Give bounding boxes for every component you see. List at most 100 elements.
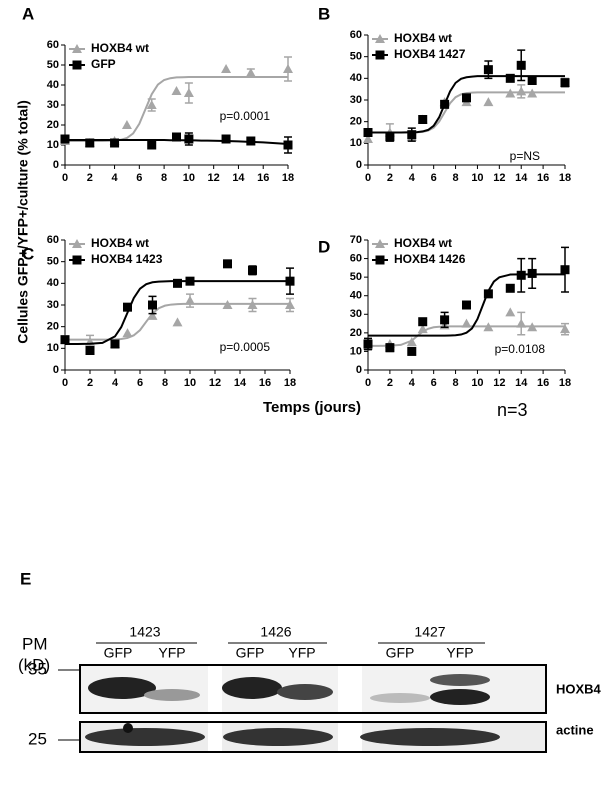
- data-point: [247, 300, 258, 309]
- lane-label: YFP: [446, 645, 473, 661]
- data-point: [172, 317, 183, 327]
- band: [430, 689, 490, 705]
- legend-label: HOXB4 wt: [91, 236, 149, 250]
- x-tick-label: 10: [183, 172, 195, 184]
- band: [360, 728, 500, 746]
- y-tick-label: 50: [350, 271, 362, 283]
- band: [88, 677, 156, 699]
- panel-label: B: [318, 4, 330, 23]
- data-point: [285, 276, 295, 286]
- data-point: [418, 115, 428, 124]
- group-label: 1426: [260, 624, 291, 640]
- data-point: [505, 73, 515, 83]
- band: [144, 689, 200, 701]
- y-tick-label: 30: [350, 94, 362, 106]
- data-point: [60, 134, 70, 144]
- x-tick-label: 4: [409, 172, 416, 184]
- x-tick-label: 0: [62, 377, 68, 389]
- data-point: [147, 310, 158, 320]
- data-point: [285, 300, 295, 309]
- y-tick-label: 10: [350, 345, 362, 357]
- x-tick-label: 6: [431, 172, 437, 184]
- data-point: [185, 276, 195, 286]
- spot: [123, 723, 133, 733]
- y-tick-label: 40: [47, 79, 59, 91]
- legend-marker: [72, 60, 82, 70]
- data-point: [516, 86, 527, 96]
- y-tick-label: 30: [47, 99, 59, 111]
- legend-label: HOXB4 wt: [394, 31, 452, 45]
- annotation: p=0.0001: [220, 109, 271, 123]
- data-point: [222, 300, 233, 309]
- data-point: [407, 130, 417, 140]
- y-tick-label: 0: [356, 159, 362, 171]
- x-tick-label: 12: [209, 377, 221, 389]
- x-axis-label: Temps (jours): [263, 399, 361, 416]
- y-tick-label: 40: [350, 72, 362, 84]
- y-tick-label: 50: [47, 256, 59, 268]
- x-tick-label: 8: [162, 377, 168, 389]
- data-point: [85, 138, 95, 148]
- y-tick-label: 10: [47, 139, 59, 151]
- y-tick-label: 20: [350, 116, 362, 128]
- data-point: [173, 278, 182, 288]
- x-tick-label: 18: [559, 377, 571, 389]
- data-point: [516, 318, 527, 328]
- y-tick-label: 40: [350, 290, 362, 302]
- y-tick-label: 0: [356, 364, 362, 376]
- data-point: [560, 78, 570, 88]
- data-point: [385, 132, 395, 142]
- y-tick-label: 60: [350, 29, 362, 41]
- marker-label: 25: [28, 729, 47, 748]
- lane-label: GFP: [386, 645, 415, 661]
- row-label: HOXB4: [556, 681, 601, 696]
- legend-label: HOXB4 wt: [91, 41, 149, 55]
- group-label: 1427: [414, 624, 445, 640]
- gap: [208, 723, 222, 751]
- y-tick-label: 0: [53, 159, 59, 171]
- data-point: [406, 337, 417, 347]
- data-point: [184, 134, 194, 144]
- x-tick-label: 16: [257, 172, 269, 184]
- x-tick-label: 16: [537, 172, 549, 184]
- x-tick-label: 18: [282, 172, 294, 184]
- y-tick-label: 20: [350, 327, 362, 339]
- legend-marker: [375, 239, 385, 248]
- fit-curve: [368, 273, 565, 337]
- data-point: [516, 270, 526, 280]
- y-tick-label: 50: [350, 51, 362, 63]
- western-blot: E PM (kD) 35 25: [18, 569, 547, 753]
- data-point: [123, 302, 132, 312]
- x-tick-label: 14: [234, 377, 247, 389]
- y-tick-label: 10: [47, 342, 59, 354]
- y-tick-label: 60: [350, 252, 362, 264]
- x-tick-label: 14: [515, 172, 528, 184]
- annotation: p=NS: [510, 149, 540, 163]
- data-point: [363, 339, 373, 349]
- data-point: [221, 134, 231, 144]
- x-tick-label: 12: [493, 377, 505, 389]
- data-point: [183, 88, 194, 97]
- data-point: [483, 97, 494, 107]
- legend-marker: [72, 239, 82, 248]
- data-point: [440, 99, 450, 109]
- x-tick-label: 2: [387, 377, 393, 389]
- kd-label: (kD): [18, 655, 50, 674]
- legend-label: HOXB4 1426: [394, 252, 466, 266]
- data-point: [245, 68, 256, 77]
- x-tick-label: 4: [409, 377, 416, 389]
- y-tick-label: 60: [47, 39, 59, 51]
- data-point: [60, 335, 70, 345]
- data-point: [246, 136, 256, 146]
- x-tick-label: 8: [452, 172, 458, 184]
- gap: [208, 666, 222, 712]
- row-label: actine: [556, 722, 594, 737]
- data-point: [440, 315, 450, 325]
- data-point: [483, 65, 493, 75]
- gap: [338, 666, 362, 712]
- band: [85, 728, 205, 746]
- y-tick-label: 30: [350, 308, 362, 320]
- data-point: [146, 100, 157, 109]
- x-tick-label: 4: [112, 377, 119, 389]
